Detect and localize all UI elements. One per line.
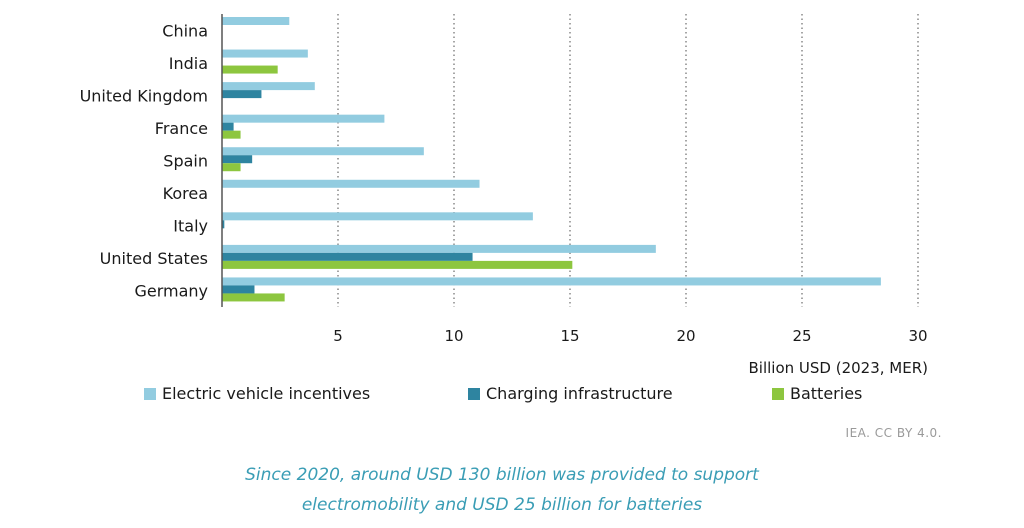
bar-spain-charging-infrastructure (222, 155, 253, 164)
legend-swatch-charging (468, 387, 480, 400)
bar-korea-electric-vehicle-incentives (222, 179, 480, 188)
category-label-india: India (169, 54, 208, 73)
bar-china-electric-vehicle-incentives (222, 17, 290, 25)
bar-spain-electric-vehicle-incentives (222, 147, 424, 156)
category-label-united-kingdom: United Kingdom (80, 86, 208, 105)
x-tick-label: 5 (333, 327, 343, 345)
x-tick-label: 15 (560, 327, 579, 345)
legend-label: Electric vehicle incentives (162, 384, 371, 403)
legend-item-charging[interactable]: Charging infrastructure (468, 384, 673, 403)
category-label-germany: Germany (134, 282, 208, 301)
bar-germany-electric-vehicle-incentives (222, 277, 881, 286)
bar-united-kingdom-charging-infrastructure (222, 90, 262, 99)
x-tick-labels: 5 10 15 20 25 30 (333, 327, 927, 345)
legend-swatch-ev-incentives (144, 387, 156, 400)
bar-italy-charging-infrastructure (222, 220, 225, 229)
x-tick-label: 20 (676, 327, 695, 345)
bar-chart: China India United Kingdom France Spain Korea… (80, 14, 929, 377)
category-label-korea: Korea (163, 184, 208, 203)
bar-france-charging-infrastructure (222, 122, 234, 131)
category-label-spain: Spain (163, 152, 208, 171)
bar-italy-electric-vehicle-incentives (222, 212, 533, 221)
bar-germany-charging-infrastructure (222, 285, 255, 294)
category-label-united-states: United States (100, 249, 208, 268)
bar-united-states-electric-vehicle-incentives (222, 244, 656, 253)
bar-spain-batteries (222, 163, 241, 172)
caption-line-1: Since 2020, around USD 130 billion was p… (245, 465, 759, 485)
caption: Since 2020, around USD 130 billion was p… (0, 460, 1004, 520)
bar-france-batteries (222, 130, 241, 139)
legend-label: Charging infrastructure (486, 384, 673, 403)
bar-united-states-batteries (222, 260, 573, 269)
legend-label: Batteries (790, 384, 863, 403)
x-tick-label: 10 (444, 327, 463, 345)
bars (222, 17, 881, 302)
bar-united-kingdom-electric-vehicle-incentives (222, 82, 315, 91)
bar-india-batteries (222, 65, 278, 74)
source-credit: IEA. CC BY 4.0. (845, 426, 942, 440)
x-axis-title: Billion USD (2023, MER) (749, 359, 929, 377)
legend: Electric vehicle incentives Charging inf… (0, 384, 1024, 408)
caption-line-2: electromobility and USD 25 billion for b… (301, 495, 703, 515)
category-label-france: France (155, 119, 208, 138)
legend-item-ev-incentives[interactable]: Electric vehicle incentives (144, 384, 370, 403)
legend-item-batteries[interactable]: Batteries (772, 384, 862, 403)
bar-united-states-charging-infrastructure (222, 252, 473, 261)
bar-france-electric-vehicle-incentives (222, 114, 385, 123)
x-tick-label: 25 (792, 327, 811, 345)
x-tick-label: 30 (908, 327, 927, 345)
legend-swatch-batteries (772, 387, 784, 400)
bar-india-electric-vehicle-incentives (222, 49, 308, 58)
category-label-italy: Italy (173, 217, 208, 236)
category-labels: China India United Kingdom France Spain Korea… (80, 21, 208, 300)
bar-germany-batteries (222, 293, 285, 302)
category-label-china: China (162, 21, 208, 40)
